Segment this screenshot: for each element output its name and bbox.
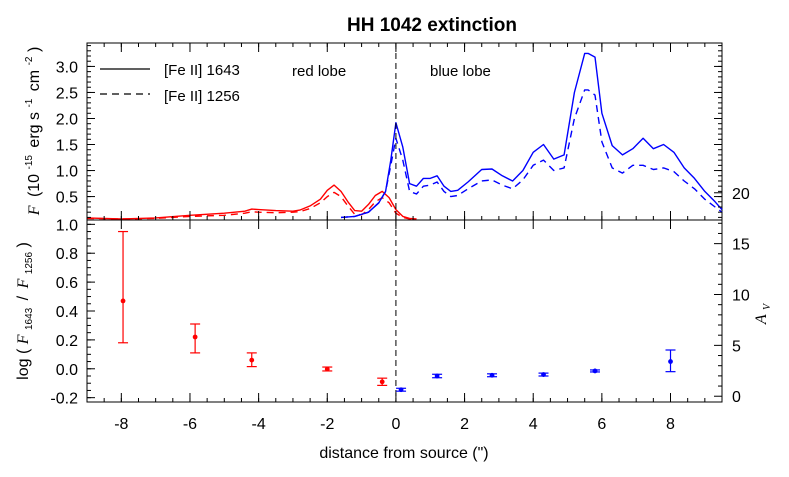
bottom-y-label-slash: /: [15, 295, 32, 300]
top-y-tick-label: 1.0: [56, 164, 78, 181]
bottom-x-tick-label: -2: [320, 416, 334, 433]
top-panel-x-ticks: [86, 43, 723, 220]
bottom-y-tick-label: 0.6: [56, 275, 78, 292]
legend-entry-1643: [Fe II] 1643: [164, 62, 240, 79]
top-y-tick-label: 0.5: [56, 190, 78, 207]
bottom-y-tick-label: -0.2: [50, 391, 78, 408]
data-point: [120, 298, 126, 304]
series-line-red-dashed: [86, 191, 417, 220]
data-point: [192, 334, 198, 340]
av-tick-label: 0: [732, 389, 741, 406]
bottom-panel-y-label: log ( F 1643 / F 1256 ): [15, 242, 36, 380]
data-point: [541, 372, 546, 377]
bottom-x-tick-label: -8: [114, 416, 128, 433]
av-tick-label: 5: [732, 338, 741, 355]
top-y-label-exp: -15: [24, 155, 35, 170]
chart-title: HH 1042 extinction: [347, 15, 517, 36]
av-axis-label: A V: [753, 302, 773, 325]
top-y-label-exp3: -2: [24, 56, 35, 65]
annotation-blue-lobe: blue lobe: [430, 63, 491, 80]
bottom-x-tick-label: -6: [183, 416, 197, 433]
series-line-red-solid: [86, 184, 417, 220]
bottom-y-tick-label: 1.0: [56, 217, 78, 234]
data-point: [668, 359, 673, 364]
series-line-blue-dashed: [340, 89, 723, 219]
top-panel-y-label: F (10 -15 erg s -1 cm -2 ): [19, 47, 43, 217]
bottom-x-tick-label: 0: [391, 416, 400, 433]
annotation-red-lobe: red lobe: [292, 63, 346, 80]
av-label-sub: V: [762, 302, 773, 310]
bottom-y-tick-label: 0.2: [56, 333, 78, 350]
x-axis-label: distance from source ("): [319, 445, 488, 462]
bottom-y-tick-label: 0.8: [56, 246, 78, 263]
top-panel-y-ticks: 0.5 1.0 1.5 2.0 2.5 3.0: [56, 45, 722, 218]
top-y-tick-label: 1.5: [56, 138, 78, 155]
bottom-y-tick-label: 0.0: [56, 362, 78, 379]
av-tick-label: 20: [732, 186, 750, 203]
bottom-x-tick-label: 8: [666, 416, 675, 433]
bottom-panel-y-ticks: -0.2 0.0 0.2 0.4 0.6 0.8 1.0: [50, 217, 95, 408]
top-panel: 0.5 1.0 1.5 2.0 2.5 3.0 [Fe II] 1643 [Fe II] …: [19, 42, 723, 221]
bottom-y-label-sub1: 1643: [24, 307, 35, 330]
data-point: [592, 368, 598, 374]
data-point: [489, 372, 495, 378]
series-line-blue-solid: [340, 52, 723, 219]
bottom-x-tick-label: 2: [460, 416, 469, 433]
bottom-y-label-sub2: 1256: [24, 252, 35, 275]
bottom-x-tick-label: -4: [252, 416, 266, 433]
top-y-label-units: erg s: [26, 112, 43, 148]
top-y-label-units2: cm: [26, 70, 43, 91]
data-point: [324, 366, 330, 372]
top-y-tick-label: 2.5: [56, 85, 78, 102]
legend-entry-1256: [Fe II] 1256: [164, 88, 240, 105]
data-point: [434, 373, 440, 379]
bottom-y-label-close: ): [15, 242, 32, 247]
top-y-label-f: F: [26, 205, 43, 216]
bottom-panel-av-ticks: 0 5 10 15 20: [714, 186, 750, 406]
top-panel-lines: [86, 52, 723, 220]
av-tick-label: 15: [732, 237, 750, 254]
bottom-x-tick-label: 4: [529, 416, 538, 433]
data-point: [249, 357, 255, 363]
av-label-a: A: [753, 314, 770, 325]
top-y-label-close: ): [26, 47, 43, 52]
bottom-x-tick-label: 6: [597, 416, 606, 433]
top-y-tick-label: 3.0: [56, 59, 78, 76]
top-y-label-exp2: -1: [24, 98, 35, 107]
top-y-label-open: (10: [26, 174, 43, 197]
bottom-y-label-f1: F: [15, 334, 32, 345]
av-tick-label: 10: [732, 288, 750, 305]
legend: [Fe II] 1643 [Fe II] 1256: [100, 62, 240, 105]
bottom-y-label-log: log (: [15, 348, 32, 380]
top-y-tick-label: 2.0: [56, 111, 78, 128]
data-point: [398, 387, 404, 393]
data-point: [379, 379, 385, 385]
bottom-panel-points: [118, 230, 676, 393]
bottom-y-label-f2: F: [15, 278, 32, 289]
bottom-y-tick-label: 0.4: [56, 304, 78, 321]
bottom-panel-x-ticks: -8 -6 -4 -2 0 2 4 6 8: [86, 220, 723, 433]
